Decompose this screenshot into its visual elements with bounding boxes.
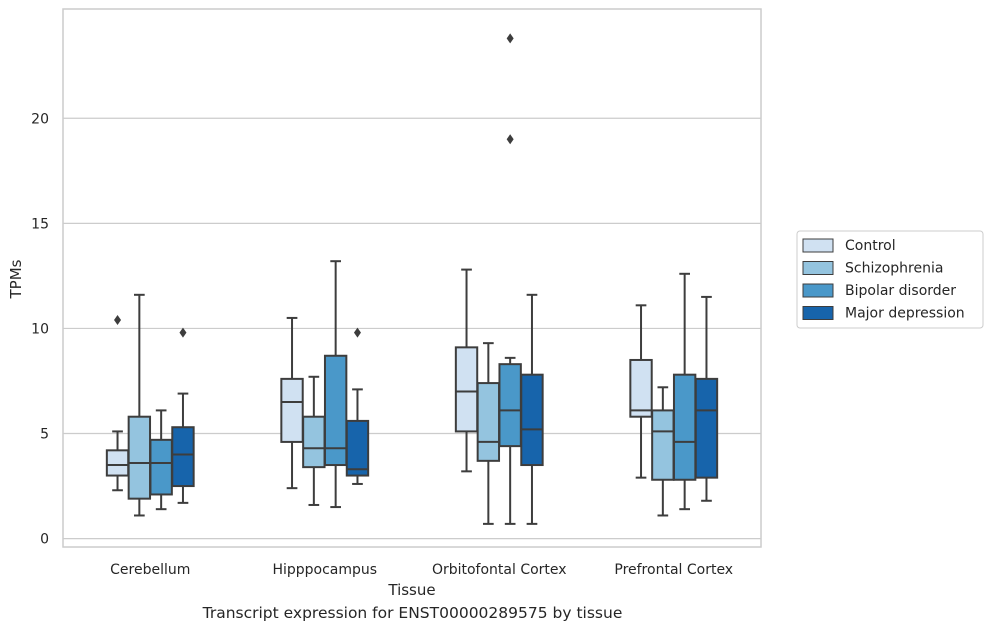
box-control-3 bbox=[629, 304, 653, 479]
x-tick-label: Cerebellum bbox=[110, 562, 190, 578]
box-body bbox=[149, 438, 173, 496]
box-body bbox=[105, 449, 130, 477]
y-tick-label: 10 bbox=[31, 321, 49, 337]
box-body bbox=[520, 373, 544, 467]
legend-swatch bbox=[802, 283, 834, 298]
box-control-1 bbox=[280, 316, 304, 490]
legend-item: Major depression bbox=[802, 306, 965, 322]
outlier-point bbox=[506, 33, 514, 44]
outlier-point bbox=[353, 327, 361, 338]
box-body bbox=[345, 419, 370, 477]
box-body bbox=[672, 373, 697, 481]
box-bipolar-disorder-2 bbox=[498, 33, 522, 525]
legend-items: Control Schizophrenia Bipolar disorder Majo… bbox=[802, 238, 965, 322]
legend-swatch bbox=[802, 306, 834, 320]
box-body bbox=[323, 354, 348, 467]
legend-item: Schizophrenia bbox=[802, 261, 943, 277]
legend: Control Schizophrenia Bipolar disorder Majo… bbox=[796, 230, 984, 329]
box-bipolar-disorder-3 bbox=[672, 272, 697, 511]
box-schizophrenia-1 bbox=[302, 375, 326, 506]
figure-caption: Transcript expression for ENST0000028957… bbox=[202, 604, 623, 622]
boxes bbox=[105, 33, 719, 525]
legend-swatch bbox=[802, 261, 834, 275]
outlier-point bbox=[114, 315, 122, 326]
x-tick-label: Hipppocampus bbox=[272, 562, 377, 578]
box-major-depression-1 bbox=[345, 327, 370, 485]
box-body bbox=[651, 409, 675, 481]
box-body bbox=[454, 346, 479, 433]
legend-label: Control bbox=[845, 238, 896, 254]
legend-swatch bbox=[802, 238, 834, 253]
box-control-2 bbox=[454, 268, 479, 473]
box-schizophrenia-2 bbox=[476, 342, 501, 525]
y-axis-title: TPMs bbox=[7, 259, 25, 299]
legend-frame bbox=[796, 230, 984, 329]
outlier-point bbox=[506, 134, 514, 145]
box-body bbox=[302, 415, 326, 469]
legend-label: Major depression bbox=[845, 306, 965, 322]
x-tick-label: Prefrontal Cortex bbox=[614, 562, 733, 578]
box-schizophrenia-3 bbox=[651, 386, 675, 517]
y-tick-label: 20 bbox=[31, 111, 49, 127]
box-bipolar-disorder-0 bbox=[149, 409, 173, 511]
box-body bbox=[629, 358, 653, 418]
legend-label: Bipolar disorder bbox=[845, 283, 956, 299]
box-control-0 bbox=[105, 315, 130, 492]
x-axis-title: Tissue bbox=[387, 581, 435, 599]
box-bipolar-disorder-1 bbox=[323, 260, 348, 509]
y-tick-label: 5 bbox=[40, 427, 49, 443]
box-major-depression-2 bbox=[520, 293, 544, 525]
y-tick-label: 15 bbox=[31, 216, 49, 232]
y-tick-labels: 0 5 10 15 20 bbox=[31, 111, 49, 547]
box-body bbox=[127, 415, 152, 500]
y-tick-label: 0 bbox=[40, 532, 49, 548]
x-tick-labels: Cerebellum Hipppocampus Orbitofontal Corte… bbox=[110, 562, 733, 578]
box-major-depression-3 bbox=[694, 295, 719, 502]
plot-area-frame bbox=[62, 8, 762, 548]
box-body bbox=[171, 426, 195, 488]
legend-item: Bipolar disorder bbox=[802, 283, 956, 299]
box-body bbox=[280, 377, 304, 443]
legend-label: Schizophrenia bbox=[845, 261, 943, 277]
x-tick-label: Orbitofontal Cortex bbox=[432, 562, 567, 578]
box-major-depression-0 bbox=[171, 327, 195, 504]
box-body bbox=[694, 377, 719, 479]
legend-item: Control bbox=[802, 238, 896, 254]
outlier-point bbox=[179, 327, 187, 338]
box-body bbox=[476, 382, 501, 462]
box-body bbox=[498, 363, 522, 448]
